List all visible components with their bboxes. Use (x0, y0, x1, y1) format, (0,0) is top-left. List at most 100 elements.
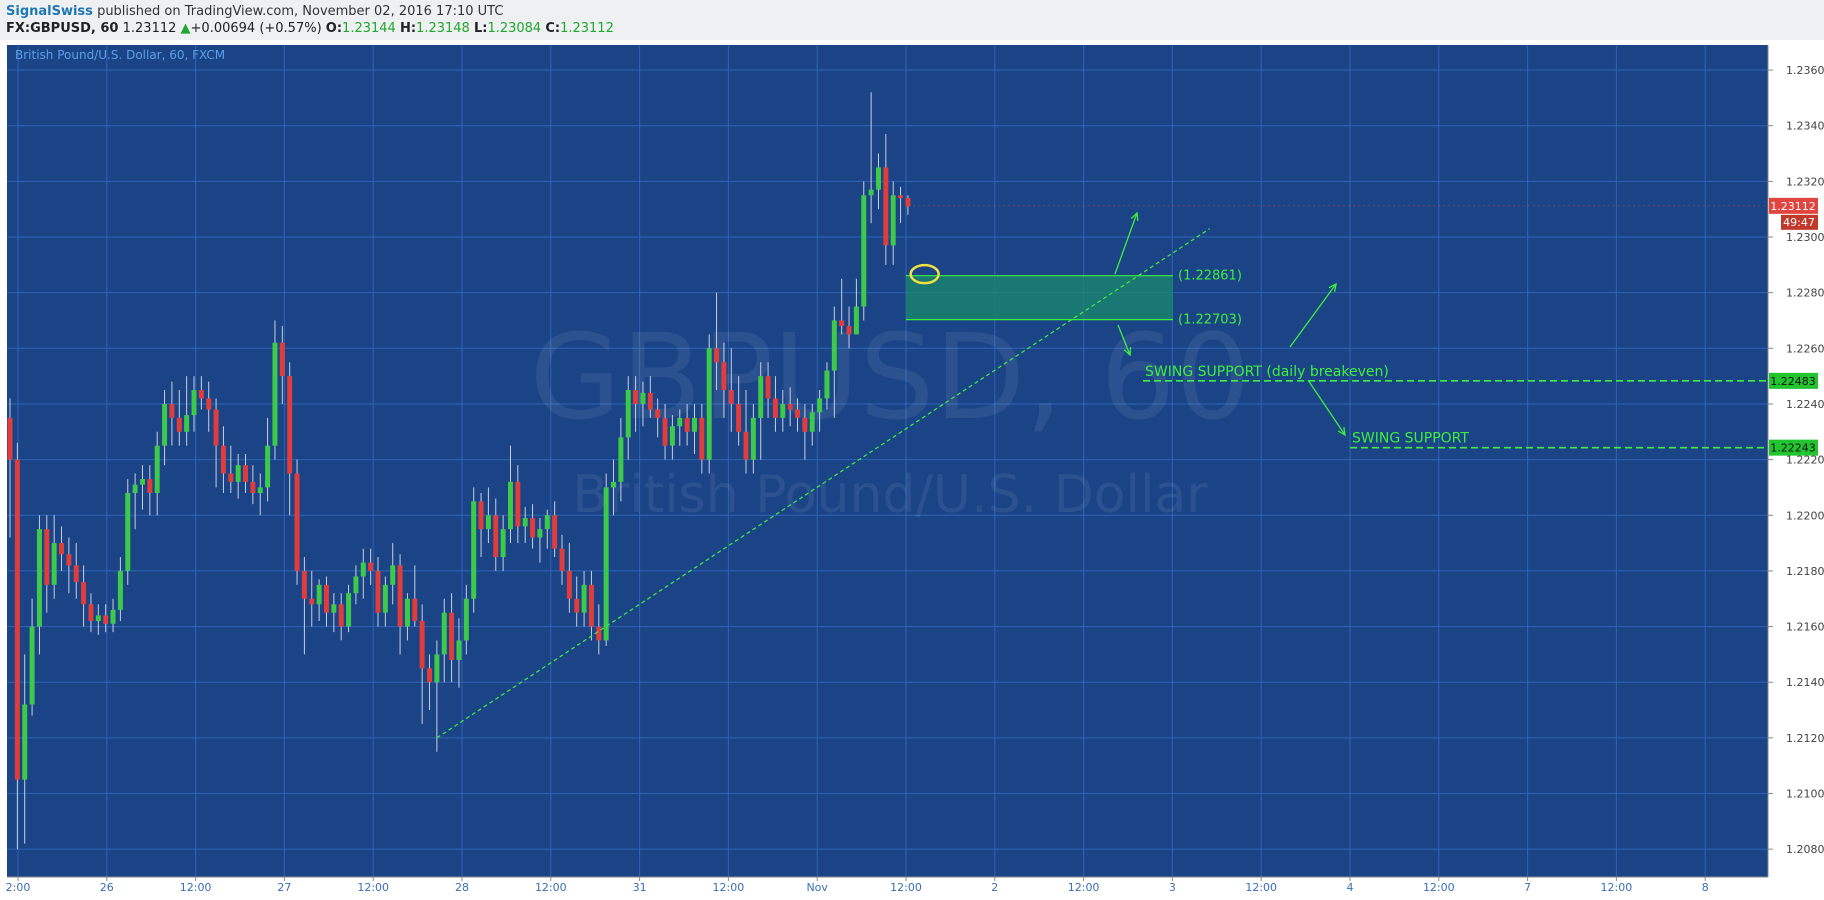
candle (257, 487, 263, 493)
trendline (436, 228, 1211, 739)
support-price-tag-text: 1.22243 (1770, 442, 1816, 455)
candle (677, 417, 683, 427)
candle (390, 565, 396, 585)
candle (647, 392, 653, 410)
candle (817, 398, 823, 413)
x-tick-label: 4 (1347, 881, 1354, 894)
candle (780, 403, 786, 418)
candle (795, 409, 801, 418)
candle (802, 417, 808, 432)
y-tick-label: 1.23400 (1786, 120, 1824, 133)
candle (618, 437, 624, 482)
candle (294, 473, 300, 571)
x-tick-label: 12:00 (1068, 881, 1100, 894)
open-value: 1.23144 (342, 21, 396, 36)
candle (588, 584, 594, 627)
candle (338, 604, 344, 627)
candle (139, 479, 145, 485)
candle (73, 565, 79, 583)
candle (95, 615, 101, 621)
instrument-watermark: British Pound/U.S. Dollar (572, 465, 1208, 525)
arrow-down-2-head (1337, 426, 1346, 437)
candle (772, 398, 778, 418)
candle (397, 565, 403, 627)
candle (449, 612, 455, 660)
price-chart[interactable]: GBPUSD, 60 British Pound/U.S. Dollar Bri… (0, 40, 1824, 900)
candle (404, 598, 410, 627)
candle (581, 584, 587, 613)
candle (412, 598, 418, 621)
candle (51, 543, 57, 585)
support-label: SWING SUPPORT (1352, 431, 1469, 447)
x-tick-label: 8 (1702, 881, 1709, 894)
y-tick-label: 1.23000 (1786, 231, 1824, 244)
candle (81, 582, 87, 605)
candle (265, 445, 271, 488)
candle (655, 409, 661, 418)
y-tick-label: 1.21600 (1786, 621, 1824, 634)
candle (213, 409, 219, 446)
y-tick-label: 1.22000 (1786, 509, 1824, 522)
arrow-down-1-head (1123, 346, 1132, 357)
x-tick-label: 7 (1524, 881, 1531, 894)
chart-title: British Pound/U.S. Dollar, 60, FXCM (15, 48, 225, 62)
candle (441, 612, 447, 655)
candle (427, 668, 433, 683)
y-tick-label: 1.23200 (1786, 175, 1824, 188)
candle (839, 320, 845, 327)
last-price-tag (1769, 197, 1818, 214)
candle (743, 431, 749, 460)
x-tick-label: 12:00 (535, 881, 567, 894)
publish-info: SignalSwiss published on TradingView.com… (6, 4, 503, 19)
quote-line: FX:GBPUSD, 60 1.23112 ▲+0.00694 (+0.57%)… (6, 21, 614, 36)
arrow-up-2 (1289, 283, 1337, 348)
close-label: C: (545, 21, 561, 36)
candle (611, 481, 617, 488)
candle (522, 518, 528, 527)
candle (765, 376, 771, 399)
candle (323, 584, 329, 613)
candle (206, 398, 212, 410)
candle (29, 626, 35, 705)
publish-text: published on TradingView.com, November 0… (97, 4, 504, 19)
zone-box (905, 275, 1173, 320)
candle (699, 417, 705, 460)
candle (728, 390, 734, 404)
symbol-label[interactable]: FX:GBPUSD, 60 (6, 21, 119, 36)
candle (88, 604, 94, 621)
candle (625, 390, 631, 438)
candle (331, 604, 337, 613)
candle (809, 412, 815, 432)
candle (279, 342, 285, 377)
x-tick-label: 28 (455, 881, 469, 894)
author-link[interactable]: SignalSwiss (6, 4, 93, 19)
candle (66, 554, 72, 566)
candle (59, 543, 65, 555)
x-tick-label: 26 (100, 881, 114, 894)
candle (287, 376, 293, 474)
x-tick-label: 12:00 (180, 881, 212, 894)
candle (721, 362, 727, 391)
up-arrow-icon: ▲ (180, 21, 191, 36)
candle (898, 195, 904, 199)
support-price-tag (1769, 372, 1818, 389)
candle (184, 415, 190, 432)
y-tick-label: 1.22400 (1786, 398, 1824, 411)
candle (309, 598, 315, 605)
support-price-tag-text: 1.22483 (1770, 375, 1816, 388)
candle (537, 529, 543, 538)
candle (132, 484, 138, 493)
open-label: O: (325, 21, 343, 36)
y-tick-label: 1.20800 (1786, 843, 1824, 856)
candle (493, 515, 499, 557)
candle (706, 348, 712, 460)
last-price-tag-text: 1.23112 (1770, 200, 1816, 213)
candle (463, 598, 469, 641)
candle (507, 481, 513, 530)
close-value: 1.23112 (560, 21, 614, 36)
candle (110, 609, 116, 624)
x-tick-label: 12:00 (1601, 881, 1633, 894)
x-tick-label: 12:00 (1245, 881, 1277, 894)
candle (640, 392, 646, 404)
x-tick-label: 12:00 (1423, 881, 1455, 894)
